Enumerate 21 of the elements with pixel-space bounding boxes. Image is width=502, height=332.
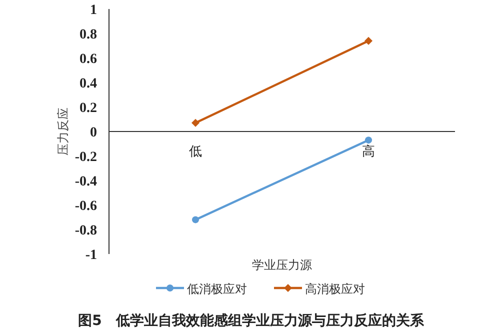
y-tick-label: -0.4 — [74, 174, 97, 190]
point — [192, 216, 199, 224]
y-tick-label: 0.4 — [80, 76, 97, 92]
x-tick-label: 低 — [189, 144, 202, 160]
point — [364, 36, 372, 45]
y-tick-label: 0.6 — [80, 52, 97, 67]
y-tick-label: 0 — [90, 126, 97, 140]
y-tick-label: -1 — [85, 248, 97, 263]
y-tick-label: -0.2 — [74, 150, 97, 165]
text: 图5 低学业自我效能感组学业压力源与压力反应的关系 — [78, 312, 425, 329]
y-tick-label: -0.8 — [74, 224, 97, 238]
point — [192, 118, 200, 127]
point — [365, 136, 372, 144]
legend-label: 高消极应对 — [305, 282, 365, 296]
y-tick-label: 1 — [90, 3, 97, 18]
x-tick-label: 高 — [362, 144, 375, 160]
y-axis-title: 压力反应 — [56, 108, 70, 156]
y-tick-label: 0.8 — [80, 28, 97, 42]
legend-label: 低消极应对 — [187, 282, 247, 296]
y-tick-label: -0.6 — [74, 199, 97, 214]
y-tick-label: 0.2 — [80, 101, 97, 116]
